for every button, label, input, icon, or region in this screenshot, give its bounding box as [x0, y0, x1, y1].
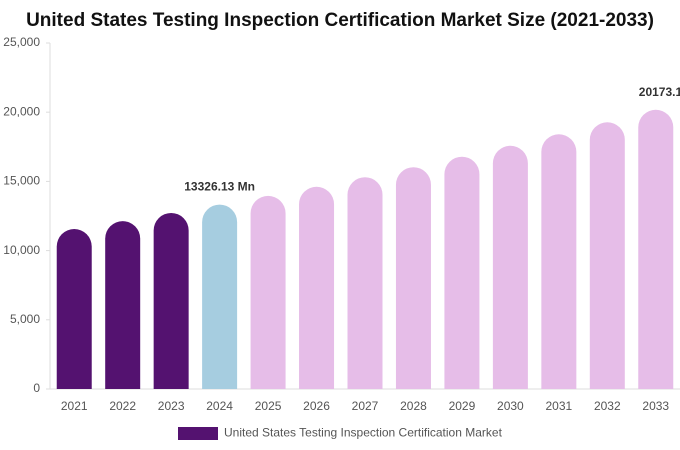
chart-title: United States Testing Inspection Certifi…: [26, 10, 654, 31]
data-label: 13326.13 Mn: [184, 180, 255, 194]
y-tick-label: 20,000: [3, 104, 40, 118]
bar: [347, 177, 383, 389]
x-tick-label: 2024: [206, 399, 233, 413]
y-tick-label: 25,000: [3, 35, 40, 49]
legend-swatch: [178, 427, 218, 440]
x-tick-label: 2022: [109, 399, 136, 413]
x-tick-label: 2030: [497, 399, 524, 413]
bar: [153, 212, 189, 389]
x-tick-label: 2026: [303, 399, 330, 413]
bar: [56, 229, 92, 389]
bar: [202, 204, 238, 389]
x-tick-label: 2032: [594, 399, 621, 413]
x-tick-label: 2023: [158, 399, 185, 413]
bar: [299, 186, 335, 389]
y-tick-label: 5,000: [10, 312, 40, 326]
x-tick-label: 2031: [545, 399, 572, 413]
bar: [105, 221, 141, 389]
x-tick-label: 2025: [255, 399, 282, 413]
x-tick-label: 2028: [400, 399, 427, 413]
bar: [492, 145, 528, 389]
y-tick-label: 10,000: [3, 243, 40, 257]
x-tick-label: 2029: [449, 399, 476, 413]
y-tick-label: 0: [33, 381, 40, 395]
x-tick-label: 2021: [61, 399, 88, 413]
bar: [444, 156, 480, 389]
legend-label: United States Testing Inspection Certifi…: [224, 426, 503, 440]
x-tick-label: 2033: [642, 399, 669, 413]
bar: [395, 167, 431, 389]
y-tick-label: 15,000: [3, 174, 40, 188]
data-label: 20173.12 Mn: [639, 85, 680, 99]
x-tick-label: 2027: [352, 399, 379, 413]
bar: [589, 122, 625, 389]
bar: [638, 109, 674, 389]
bar: [541, 134, 577, 389]
bar: [250, 195, 286, 389]
